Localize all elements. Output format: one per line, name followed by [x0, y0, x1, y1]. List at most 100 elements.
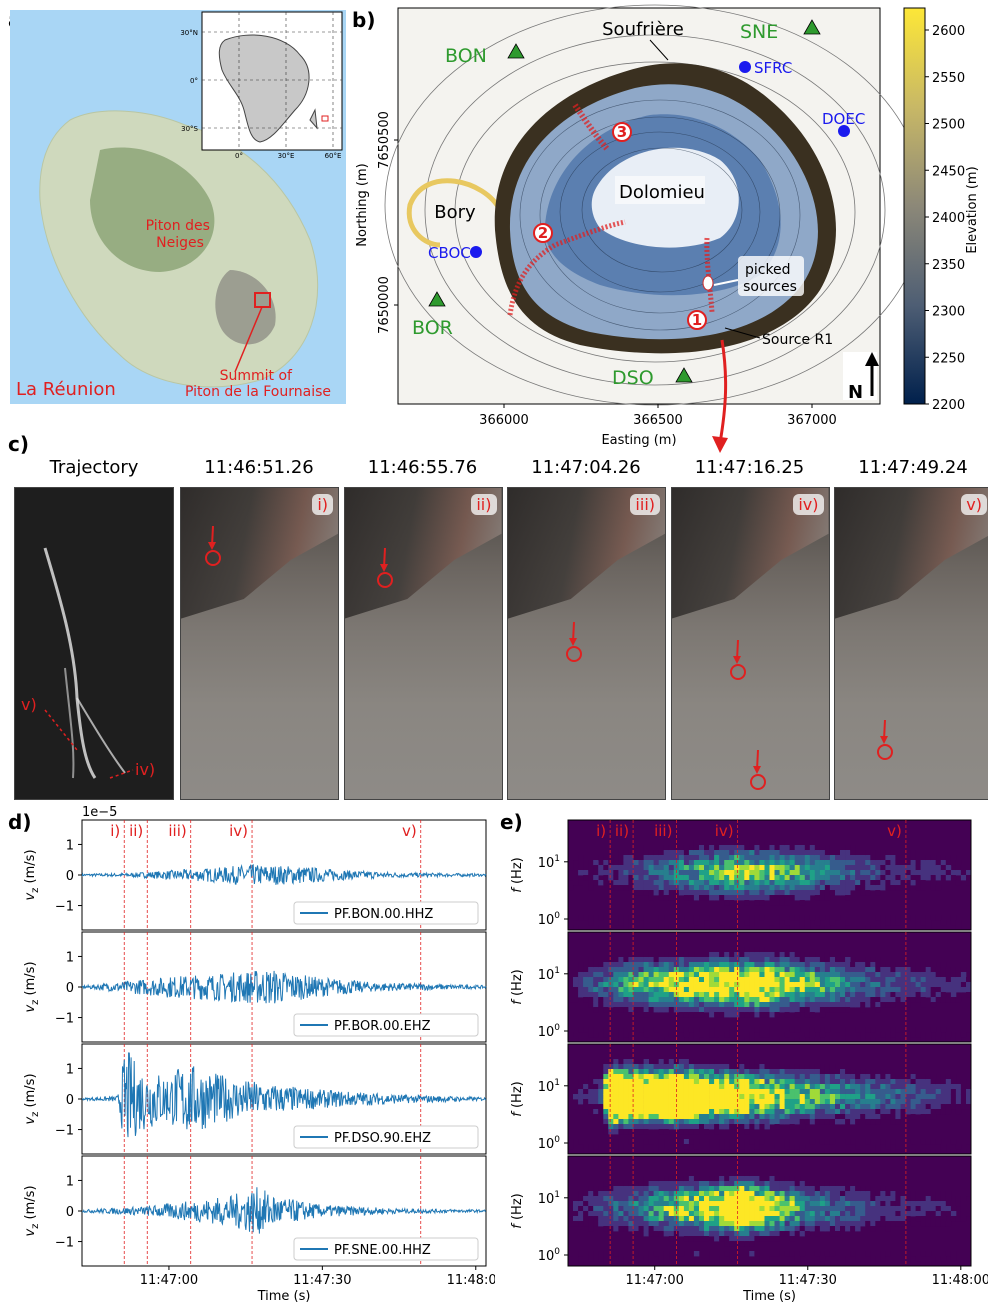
spectrogram-cell: [693, 1109, 700, 1115]
spectrogram-cell: [855, 1251, 861, 1257]
legend-box: [293, 1237, 479, 1261]
spectrogram-cell: [814, 987, 821, 993]
spectrogram-cell: [860, 992, 866, 998]
spectrogram-cell: [865, 1094, 871, 1100]
spectrogram-cell: [588, 1094, 594, 1100]
spectrogram-cell: [714, 1104, 720, 1110]
spectrogram-cell: [638, 1211, 644, 1217]
spectrogram-cell: [955, 977, 962, 983]
spectrogram-cell: [668, 850, 675, 856]
spectrogram-cell: [648, 1211, 654, 1217]
spectrogram-cell: [608, 982, 614, 988]
spectrogram-cell: [628, 1099, 634, 1105]
spectrogram-cell: [678, 1196, 685, 1202]
spectrogram-cell: [855, 1002, 861, 1008]
spectrogram-cell: [628, 925, 634, 931]
spectrogram-cell: [824, 1139, 831, 1145]
spectrogram-cell: [714, 1069, 720, 1075]
spectrogram-cell: [814, 1084, 821, 1090]
spectrogram-cell: [875, 967, 881, 973]
spectrogram-cell: [583, 1104, 589, 1110]
map-reunion: Piton des Neiges Summit of Piton de la F…: [10, 10, 346, 404]
spectrogram-cell: [915, 1099, 921, 1105]
spectrogram-cell: [915, 1196, 921, 1202]
spectrogram-cell: [779, 1196, 785, 1202]
spectrogram-cell: [749, 875, 755, 881]
spectrogram-cell: [603, 1124, 609, 1130]
spectrogram-cell: [915, 1089, 921, 1095]
spectrogram-cell: [855, 1094, 861, 1100]
spectrogram-cell: [734, 1221, 740, 1227]
spectrogram-cell: [759, 865, 765, 871]
spectrogram-cell: [794, 977, 801, 983]
spectrogram-cell: [774, 845, 780, 851]
spectrogram-cell: [638, 855, 644, 861]
spectrogram-cell: [573, 977, 579, 983]
spectrogram-cell: [784, 1186, 790, 1192]
spectrogram-cell: [814, 997, 821, 1003]
spectrogram-cell: [915, 1256, 921, 1262]
spectrogram-cell: [814, 860, 821, 866]
spectrogram-cell: [688, 1211, 695, 1217]
spectrogram-cell: [633, 1002, 639, 1008]
spectrogram-cell: [724, 850, 730, 856]
spectrogram-cell: [840, 1104, 846, 1110]
spectrogram-cell: [608, 1139, 614, 1145]
spectrogram-cell: [648, 1104, 654, 1110]
spectrogram-cell: [729, 1211, 735, 1217]
spectrogram-cell: [850, 1114, 856, 1120]
spectrogram-cell: [764, 1211, 770, 1217]
spectrogram-cell: [784, 997, 790, 1003]
spectrogram-cell: [804, 880, 811, 886]
spectrogram-cell: [794, 1144, 801, 1150]
spectrogram-cell: [678, 1084, 685, 1090]
spectrogram-cell: [678, 865, 685, 871]
spectrogram-cell: [744, 1104, 750, 1110]
spectrogram-cell: [633, 860, 639, 866]
spectrogram-cell: [804, 1149, 811, 1155]
spectrogram-cell: [870, 1094, 876, 1100]
spectrogram-cell: [955, 870, 962, 876]
spectrogram-cell: [754, 1221, 760, 1227]
spectrogram-cell: [759, 1007, 765, 1013]
spectrogram-cell: [724, 860, 730, 866]
spectrogram-cell: [638, 1144, 644, 1150]
spectrogram-cell: [774, 1191, 780, 1197]
spectrogram-cell: [623, 992, 629, 998]
spectrogram-cell: [824, 850, 831, 856]
spectrogram-cell: [855, 1069, 861, 1075]
spectrogram-cell: [638, 1064, 644, 1070]
spectrogram-cell: [749, 972, 755, 978]
spectrogram-cell: [789, 1201, 795, 1207]
spectrogram-cell: [759, 885, 765, 891]
spectrogram-cell: [890, 1109, 896, 1115]
spectrogram-cell: [880, 1251, 886, 1257]
spectrogram-cell: [860, 962, 866, 968]
spectrogram-cell: [613, 1226, 619, 1232]
spectrogram-cell: [724, 1007, 730, 1013]
spectrogram-cell: [930, 1191, 937, 1197]
spectrogram-cell: [960, 875, 967, 881]
spectrogram-cell: [814, 890, 821, 896]
y-tick-label: 0: [66, 1093, 74, 1108]
spectrogram-cell: [744, 850, 750, 856]
spectrogram-cell: [653, 1201, 659, 1207]
spectrogram-cell: [945, 1089, 952, 1095]
spectrogram-cell: [704, 1002, 710, 1008]
spectrogram-cell: [683, 1206, 690, 1212]
spectrogram-cell: [789, 992, 795, 998]
spectrogram-cell: [699, 1002, 705, 1008]
spectrogram-cell: [683, 1129, 690, 1135]
spectrogram-cell: [623, 1079, 629, 1085]
spectrogram-cell: [950, 1251, 957, 1257]
spectrogram-cell: [608, 1216, 614, 1222]
spectrogram-cell: [668, 987, 675, 993]
spectrogram-cell: [835, 1104, 841, 1110]
spectrogram-cell: [870, 1196, 876, 1202]
spectrogram-cell: [754, 1059, 760, 1065]
spectrogram-cell: [744, 1084, 750, 1090]
spectrogram-cell: [633, 982, 639, 988]
spectrogram-cell: [719, 1089, 725, 1095]
spectrogram-cell: [704, 850, 710, 856]
spectrogram-cell: [809, 885, 816, 891]
